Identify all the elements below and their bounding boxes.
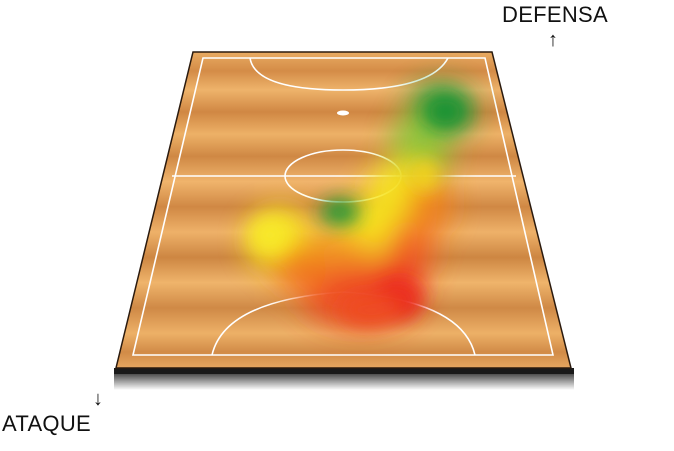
arrow-down-icon: ↓ (93, 388, 103, 410)
arrow-up-icon: ↑ (548, 29, 558, 51)
court-base-edge (114, 368, 574, 374)
defense-label: DEFENSA (502, 2, 609, 27)
heatmap (246, 84, 474, 327)
attack-label: ATAQUE (2, 411, 91, 436)
court-boundary-line (131, 57, 555, 356)
top-penalty-spot (337, 110, 349, 116)
top-goal-area (249, 57, 449, 91)
